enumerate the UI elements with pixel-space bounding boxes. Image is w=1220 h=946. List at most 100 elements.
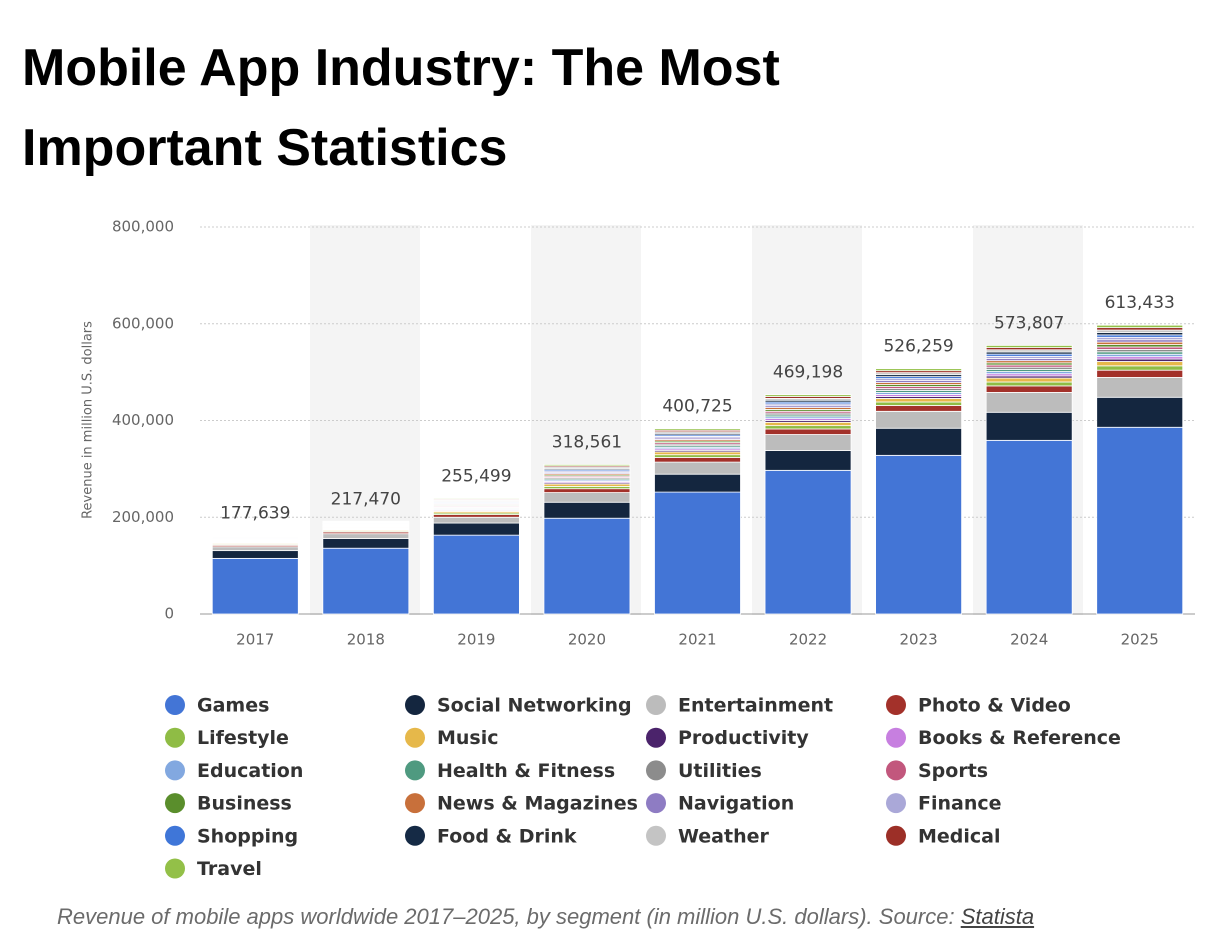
legend-swatch [405, 760, 425, 781]
y-axis-label: Revenue in million U.S. dollars [81, 321, 96, 519]
y-tick-label: 800,000 [112, 218, 174, 236]
bar-segment [875, 401, 963, 406]
y-tick-label: 600,000 [112, 314, 174, 332]
bar-segment [875, 398, 963, 403]
legend-swatch [646, 695, 666, 715]
legend-label: Photo & Video [918, 695, 1071, 717]
bar-segment [322, 547, 410, 615]
bar-segment [985, 345, 1073, 348]
legend-swatch [405, 793, 425, 814]
bar-segment [211, 557, 299, 615]
bar-segment [985, 381, 1073, 387]
legend-label: Social Networking [437, 695, 632, 717]
bar-segment [1096, 396, 1184, 428]
bar-segment [654, 461, 741, 475]
bar-segment [543, 501, 631, 519]
bar-segment [985, 392, 1073, 413]
bar-segment [543, 488, 631, 493]
legend-swatch [886, 695, 906, 715]
legend-swatch [646, 793, 666, 814]
legend-swatch [646, 727, 666, 748]
y-tick-label: 0 [164, 605, 174, 623]
bar-segment [543, 492, 631, 503]
bar-segment [764, 421, 852, 427]
bar-segment [764, 450, 852, 471]
legend-swatch [646, 825, 666, 846]
bar-segment [654, 457, 741, 463]
legend-label: Utilities [678, 760, 762, 782]
legend-label: Music [437, 727, 499, 749]
bar-segment [1096, 426, 1184, 615]
bar-segment [875, 454, 963, 615]
source-link[interactable]: Statista [960, 904, 1035, 929]
x-tick-label: 2018 [347, 631, 385, 649]
legend-label: Shopping [197, 825, 298, 847]
legend-swatch [886, 727, 906, 748]
bar-segment [211, 546, 299, 552]
x-tick-label: 2021 [678, 631, 716, 649]
bar-segment [1096, 377, 1184, 398]
legend-label: Business [197, 793, 292, 815]
total-label: 217,470 [331, 489, 401, 509]
legend-swatch [165, 727, 185, 748]
bar-segment [1096, 369, 1184, 378]
total-label: 526,259 [883, 337, 953, 357]
legend-label: Sports [918, 760, 988, 782]
x-tick-label: 2022 [789, 631, 827, 649]
bar-segment [1096, 365, 1184, 371]
bar-segment [875, 368, 963, 372]
bar-segment [654, 451, 741, 456]
legend-swatch [165, 760, 185, 781]
bar-segment [875, 410, 963, 429]
bar-segment [432, 522, 520, 536]
total-label: 318,561 [552, 432, 622, 452]
bar-segment [211, 534, 299, 537]
x-tick-label: 2025 [1121, 631, 1159, 649]
legend-swatch [886, 793, 906, 814]
caption-text: Revenue of mobile apps worldwide 2017–20… [57, 904, 961, 929]
total-label: 613,433 [1105, 293, 1175, 313]
legend-label: Education [197, 760, 303, 782]
legend-swatch [405, 727, 425, 748]
bar-segment [985, 377, 1073, 383]
legend-label: Weather [678, 825, 769, 847]
y-tick-label: 400,000 [112, 411, 174, 429]
legend-label: Books & Reference [918, 727, 1121, 749]
bar-segment [432, 516, 520, 524]
legend-label: Entertainment [678, 695, 833, 717]
legend-label: Finance [918, 793, 1002, 815]
bar-segment [1096, 324, 1184, 329]
bar-segment [654, 491, 741, 615]
x-tick-label: 2019 [457, 631, 495, 649]
x-tick-label: 2017 [236, 631, 274, 649]
total-label: 255,499 [441, 466, 511, 486]
bar-segment [985, 385, 1073, 393]
legend-label: Navigation [678, 793, 794, 815]
bar-segment [654, 428, 741, 431]
bar-segment [875, 405, 963, 412]
bar-segment [875, 427, 963, 456]
article-title: Mobile App Industry: The Most Important … [22, 39, 780, 177]
caption: Revenue of mobile apps worldwide 2017–20… [57, 904, 1034, 930]
bar-segment [764, 434, 852, 451]
bar-segment [764, 425, 852, 430]
legend-label: Lifestyle [197, 727, 289, 749]
legend-swatch [405, 695, 425, 715]
bar-segment [211, 550, 299, 559]
legend-swatch [165, 695, 185, 715]
bar-segment [764, 394, 852, 397]
legend-label: Productivity [678, 727, 809, 749]
legend-swatch [405, 825, 425, 846]
legend-swatch [165, 793, 185, 814]
legend-swatch [165, 858, 185, 879]
x-tick-label: 2024 [1010, 631, 1048, 649]
bar-segment [322, 538, 410, 549]
bar-segment [654, 473, 741, 493]
bar-segment [432, 497, 520, 500]
bar-segment [654, 454, 741, 458]
legend-label: Medical [918, 825, 1001, 847]
bar-segment [322, 533, 410, 539]
legend-label: Health & Fitness [437, 760, 615, 782]
chart: Revenue in million U.S. dollars 0 200,000… [81, 218, 1195, 880]
